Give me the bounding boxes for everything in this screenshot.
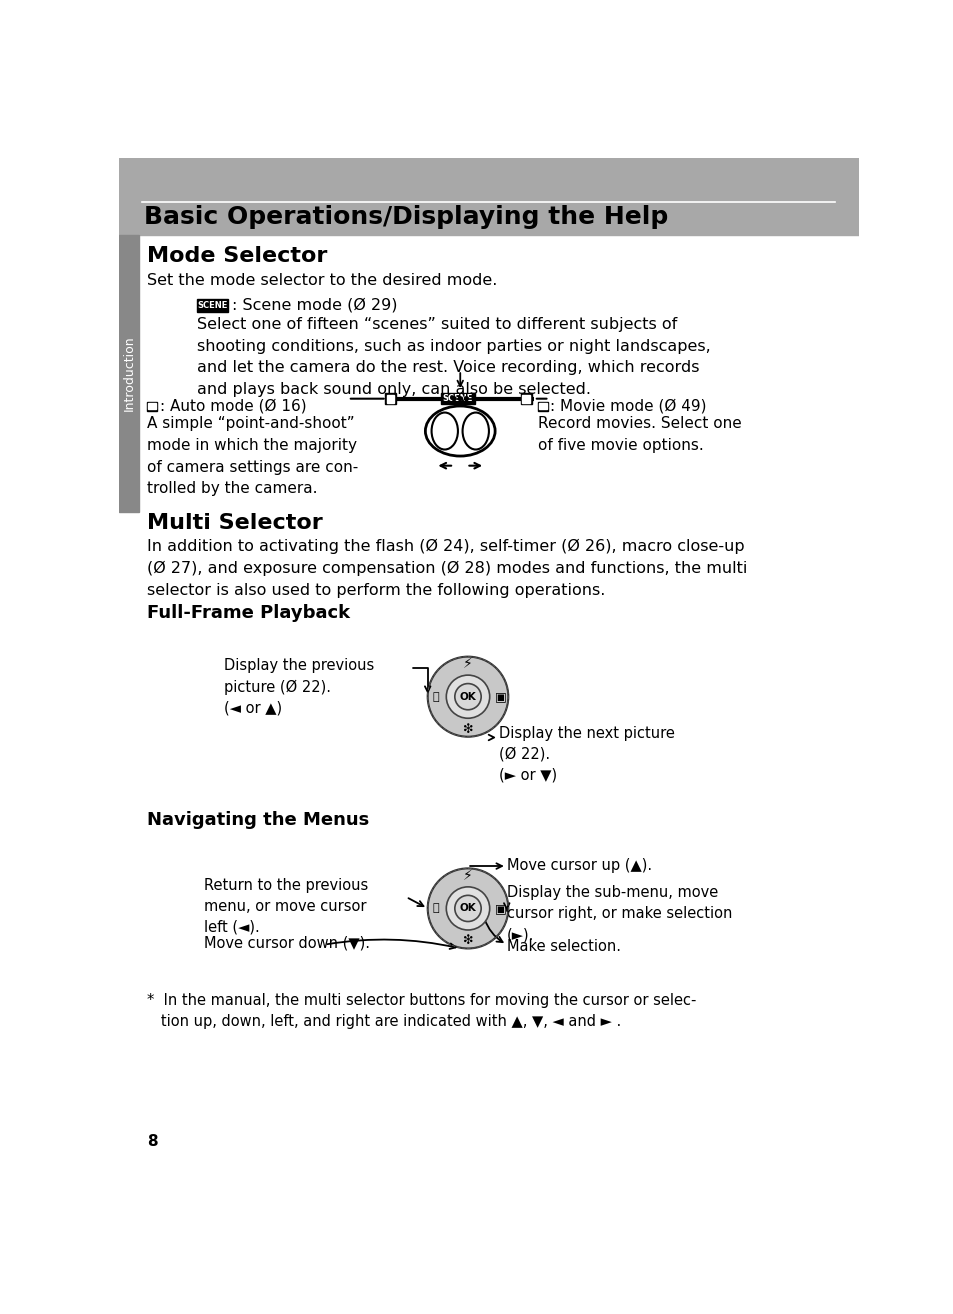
Bar <box>538 403 546 410</box>
Text: Navigating the Menus: Navigating the Menus <box>147 811 369 829</box>
Circle shape <box>427 657 508 737</box>
Text: Move cursor up (▲).: Move cursor up (▲). <box>506 858 651 874</box>
Text: SCENE: SCENE <box>197 301 227 310</box>
Circle shape <box>455 683 480 710</box>
Circle shape <box>464 397 468 401</box>
Text: ❇: ❇ <box>462 723 473 736</box>
Bar <box>386 394 394 402</box>
Text: ⌛: ⌛ <box>432 691 438 702</box>
Circle shape <box>427 869 508 949</box>
Bar <box>521 394 530 402</box>
Text: Make selection.: Make selection. <box>506 940 620 954</box>
Bar <box>148 403 156 410</box>
Text: : Movie mode (Ø 49): : Movie mode (Ø 49) <box>550 399 706 414</box>
Circle shape <box>455 895 480 921</box>
Text: ⚡: ⚡ <box>462 657 473 671</box>
Circle shape <box>446 887 489 930</box>
Text: Display the previous
picture (Ø 22).
(◄ or ▲): Display the previous picture (Ø 22). (◄ … <box>224 658 374 716</box>
Bar <box>520 393 531 405</box>
Bar <box>119 235 139 512</box>
Text: Full-Frame Playback: Full-Frame Playback <box>147 604 350 623</box>
Text: Return to the previous
menu, or move cursor
left (◄).: Return to the previous menu, or move cur… <box>204 878 369 934</box>
Ellipse shape <box>431 413 457 449</box>
Bar <box>385 393 395 405</box>
Ellipse shape <box>462 413 488 449</box>
Text: 8: 8 <box>147 1134 157 1148</box>
Bar <box>147 402 157 411</box>
Text: OK: OK <box>459 691 476 702</box>
Text: ▣: ▣ <box>495 901 506 915</box>
Bar <box>119 158 858 235</box>
Text: Display the next picture
(Ø 22).
(► or ▼): Display the next picture (Ø 22). (► or ▼… <box>498 725 674 783</box>
Text: Set the mode selector to the desired mode.: Set the mode selector to the desired mod… <box>147 273 497 288</box>
Circle shape <box>457 397 461 401</box>
Circle shape <box>452 397 456 401</box>
Text: SCENE: SCENE <box>442 394 473 403</box>
Text: Move cursor down (▼).: Move cursor down (▼). <box>204 936 370 950</box>
Bar <box>440 393 475 405</box>
Text: Basic Operations/Displaying the Help: Basic Operations/Displaying the Help <box>144 205 668 229</box>
Text: : Auto mode (Ø 16): : Auto mode (Ø 16) <box>159 399 306 414</box>
Text: Multi Selector: Multi Selector <box>147 514 322 533</box>
Text: A simple “point-and-shoot”
mode in which the majority
of camera settings are con: A simple “point-and-shoot” mode in which… <box>147 417 358 497</box>
Text: Select one of fifteen “scenes” suited to different subjects of
shooting conditio: Select one of fifteen “scenes” suited to… <box>196 317 710 397</box>
Circle shape <box>446 675 489 719</box>
Text: ⌛: ⌛ <box>432 904 438 913</box>
Text: Record movies. Select one
of five movie options.: Record movies. Select one of five movie … <box>537 417 740 453</box>
Text: ⚡: ⚡ <box>462 869 473 883</box>
Text: In addition to activating the flash (Ø 24), self-timer (Ø 26), macro close-up
(Ø: In addition to activating the flash (Ø 2… <box>147 539 747 598</box>
Bar <box>537 402 547 411</box>
Text: Mode Selector: Mode Selector <box>147 246 327 267</box>
Text: OK: OK <box>459 904 476 913</box>
Text: Introduction: Introduction <box>123 335 135 411</box>
Ellipse shape <box>425 406 495 456</box>
Text: ▣: ▣ <box>495 690 506 703</box>
Text: ❇: ❇ <box>462 934 473 947</box>
Text: : Scene mode (Ø 29): : Scene mode (Ø 29) <box>232 298 396 313</box>
Bar <box>196 298 228 311</box>
Text: Display the sub-menu, move
cursor right, or make selection
(►).: Display the sub-menu, move cursor right,… <box>506 886 731 942</box>
Text: *  In the manual, the multi selector buttons for moving the cursor or selec-
   : * In the manual, the multi selector butt… <box>147 993 696 1029</box>
